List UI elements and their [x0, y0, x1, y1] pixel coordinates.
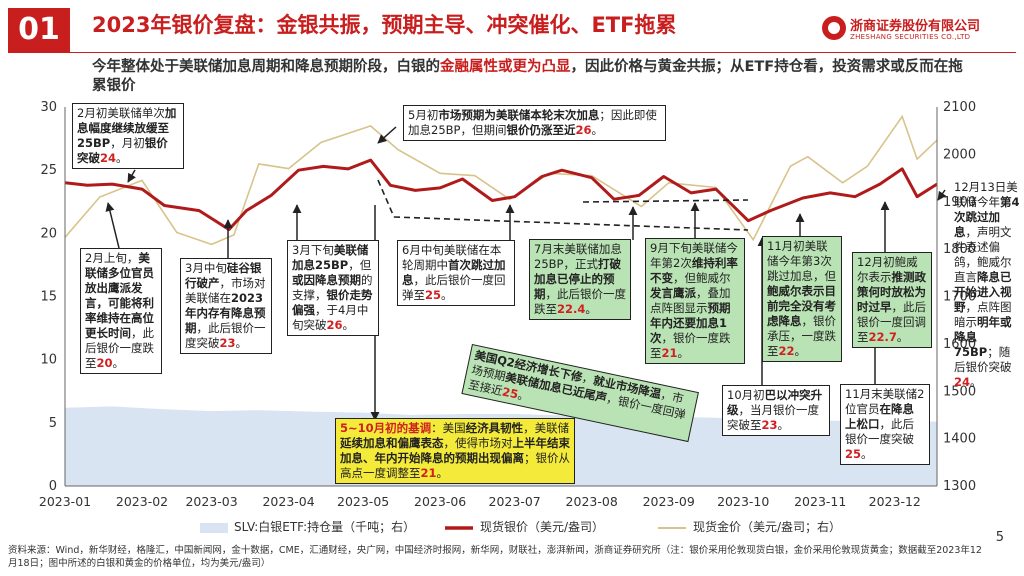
annotation-feb-early: 2月初美联储单次加息幅度继续放缓至25BP，月初银价突破24。: [72, 103, 184, 169]
y-tick-right-label: 1500: [943, 384, 976, 399]
page-title: 2023年银价复盘：金银共振，预期主导、冲突催化、ETF拖累: [92, 13, 677, 37]
y-tick-right-label: 1300: [943, 479, 976, 494]
annotation-dec-early: 12月初鲍威尔表示推测政策何时放松为时过早，此后银价一度回调至22.7。: [852, 252, 932, 348]
page-number: 5: [995, 530, 1004, 545]
annotation-sep-late: 9月下旬美联储今年第2次维持利率不变，但鲍威尔发言鹰派，叠加点阵图显示预期年内还…: [645, 238, 745, 364]
x-tick-label: 2023-10: [717, 494, 769, 509]
y-tick-right-label: 1900: [943, 195, 976, 210]
y-tick-left-label: 20: [40, 226, 57, 241]
x-tick-label: 2023-12: [869, 494, 921, 509]
y-tick-right-label: 1800: [943, 242, 976, 257]
annotation-mar-late: 3月下旬美联储加息25BP，但或因降息预期的支撑，银价走势偏强，于4月中旬突破2…: [287, 240, 379, 336]
y-tick-right-label: 1600: [943, 337, 976, 352]
annotation-may-oct-baseline: 5~10月初的基调：美国经济具韧性，美联储延续加息和偏鹰表态，使得市场对上半年结…: [335, 418, 575, 484]
page-subtitle: 今年整体处于美联储加息周期和降息预期阶段，白银的金融属性或更为凸显，因此价格与黄…: [92, 58, 972, 96]
legend-etf-swatch: [200, 523, 228, 533]
annotation-jun-mid: 6月中旬美联储在本轮周期中首次跳过加息，此后银价一度回弹至25。: [397, 240, 515, 306]
x-tick-label: 2023-09: [643, 494, 695, 509]
trend-dashed-line: [377, 179, 395, 218]
y-tick-right-label: 1400: [943, 432, 976, 447]
x-tick-label: 2023-05: [337, 494, 389, 509]
title-divider: [8, 52, 1016, 53]
legend-etf-label: SLV:白银ETF:持仓量（千吨；右）: [234, 520, 416, 534]
trend-dashed-line: [393, 216, 749, 231]
trend-dashed-line: [582, 199, 749, 203]
annotation-may-early: 5月初市场预期为美联储本轮末次加息；因此即使加息25BP，但期间银价仍涨至近26…: [403, 105, 666, 141]
y-tick-left-label: 0: [49, 479, 57, 494]
y-tick-left-label: 25: [40, 163, 57, 178]
x-tick-label: 2023-11: [794, 494, 846, 509]
gold-price-line: [64, 114, 938, 246]
y-tick-left-label: 5: [49, 416, 57, 431]
section-number-badge: 01: [8, 8, 70, 52]
x-tick-label: 2023-06: [414, 494, 466, 509]
subtitle-highlight: 金融属性或更为凸显: [440, 59, 571, 75]
y-tick-left-label: 10: [40, 353, 57, 368]
subtitle-part2: ，因此价格与黄金共振；从ETF持仓看，投资需求或反而在拖累银价: [92, 59, 963, 94]
annotation-jul-late: 7月末美联储加息25BP，正式打破加息已停止的预期，此后银价一度跌至22.4。: [529, 239, 631, 320]
logo-name-en: ZHESHANG SECURITIES CO.,LTD: [850, 33, 971, 41]
annotation-arrow: [127, 169, 136, 183]
y-tick-right-label: 2100: [943, 100, 976, 115]
annotation-arrow: [377, 126, 397, 144]
annotation-dec-13: 12月13日美联储今年第4次跳过加息，声明文件表述偏鸽，鲍威尔直言降息已开始进入…: [954, 180, 1020, 389]
y-tick-left-label: 30: [40, 100, 57, 115]
company-logo: 浙商证券股份有限公司 ZHESHANG SECURITIES CO.,LTD: [822, 14, 1022, 48]
logo-mark-icon: [822, 16, 846, 40]
x-tick-label: 2023-02: [116, 494, 168, 509]
x-tick-label: 2023-08: [566, 494, 618, 509]
annotation-mar-mid: 3月中旬硅谷银行破产，市场对美联储在2023年内存有降息预期，此后银价一度突破2…: [180, 258, 272, 354]
annotation-feb-mid: 2月上旬，美联储多位官员放出鹰派发言，可能将利率维持在高位更长时间，此后银价一度…: [80, 248, 162, 374]
y-tick-right-label: 2000: [943, 147, 976, 162]
x-tick-label: 2023-07: [489, 494, 541, 509]
annotation-oct-early: 10月初巴以冲突升级，当月银价一度突破至23。: [722, 385, 830, 436]
annotation-nov-early: 11月初美联储今年第3次跳过加息，但鲍威尔表示目前完全没有考虑降息，银价承压，一…: [762, 236, 842, 362]
silver-price-line: [64, 158, 938, 231]
x-tick-label: 2023-03: [185, 494, 237, 509]
legend-gold-label: 现货金价（美元/盎司；右）: [693, 520, 842, 534]
legend-silver-label: 现货银价（美元/盎司）: [480, 520, 605, 534]
y-tick-right-label: 1700: [943, 290, 976, 305]
logo-name-cn: 浙商证券股份有限公司: [850, 19, 981, 34]
legend-gold-swatch: [658, 527, 686, 529]
x-tick-label: 2023-04: [262, 494, 314, 509]
annotation-arrow: [937, 189, 947, 201]
y-tick-left-label: 15: [40, 290, 57, 305]
source-footnote: 资料来源：Wind，新华财经，格隆汇，中国新闻网，金十数据，CME，汇通财经，央…: [8, 545, 982, 569]
annotation-arrow: [105, 202, 120, 249]
subtitle-part1: 今年整体处于美联储加息周期和降息预期阶段，白银的: [92, 59, 440, 75]
x-tick-label: 2023-01: [39, 494, 91, 509]
legend-silver-swatch: [445, 526, 473, 530]
annotation-nov-late: 11月末美联储2位官员在降息上松口，此后银价一度突破25。: [840, 384, 930, 465]
